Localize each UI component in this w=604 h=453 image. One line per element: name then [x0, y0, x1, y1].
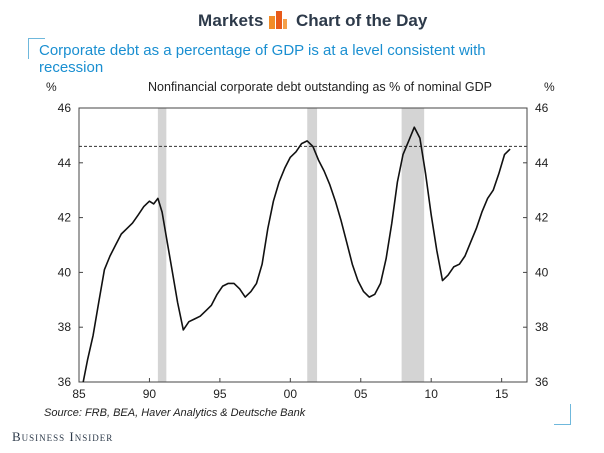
chart-logo-icon [269, 11, 287, 29]
markets-label: Markets [198, 11, 264, 30]
x-tick-label-90: 90 [143, 387, 157, 401]
y-axis-ticks: 36 36 38 38 40 40 42 42 44 44 46 46 [58, 101, 549, 389]
chart-subtitle: Nonfinancial corporate debt outstanding … [148, 80, 492, 94]
x-tick-label-05: 05 [354, 387, 368, 401]
y-tick-label-left-38: 38 [58, 320, 72, 334]
y-axis-unit-right: % [544, 80, 555, 94]
frame-corner-top-left [28, 38, 45, 59]
y-tick-label-right-42: 42 [535, 211, 549, 225]
recession-bands [157, 108, 425, 382]
y-tick-label-right-46: 46 [535, 101, 549, 115]
x-tick-label-85: 85 [72, 387, 86, 401]
business-insider-logo: Business Insider [12, 429, 113, 445]
recession-band-3 [401, 108, 425, 382]
source-note: Source: FRB, BEA, Haver Analytics & Deut… [44, 407, 306, 419]
x-tick-label-00: 00 [284, 387, 298, 401]
y-tick-label-left-36: 36 [58, 375, 72, 389]
chart-title: Corporate debt as a percentage of GDP is… [39, 42, 486, 76]
chart-of-the-day-header: Markets Chart of the Day [0, 0, 604, 38]
y-tick-label-left-46: 46 [58, 101, 72, 115]
x-tick-label-15: 15 [495, 387, 509, 401]
frame-corner-bottom-right [554, 404, 571, 425]
brand-text: Business Insider [12, 429, 114, 444]
x-axis-ticks: 85 90 95 00 05 10 15 [72, 378, 509, 401]
recession-band-1 [157, 108, 167, 382]
chart-of-the-day-label: Chart of the Day [296, 11, 428, 30]
y-tick-label-right-40: 40 [535, 265, 549, 279]
recession-band-2 [307, 108, 318, 382]
y-tick-label-right-44: 44 [535, 156, 549, 170]
plot-area-frame [78, 107, 528, 383]
y-tick-label-left-44: 44 [58, 156, 72, 170]
y-tick-label-right-38: 38 [535, 320, 549, 334]
series-line-debt-to-gdp [82, 126, 511, 383]
y-tick-label-right-36: 36 [535, 375, 549, 389]
y-tick-label-left-42: 42 [58, 211, 72, 225]
y-axis-unit-left: % [46, 80, 57, 94]
x-tick-label-95: 95 [213, 387, 227, 401]
x-tick-label-10: 10 [425, 387, 439, 401]
y-tick-label-left-40: 40 [58, 265, 72, 279]
